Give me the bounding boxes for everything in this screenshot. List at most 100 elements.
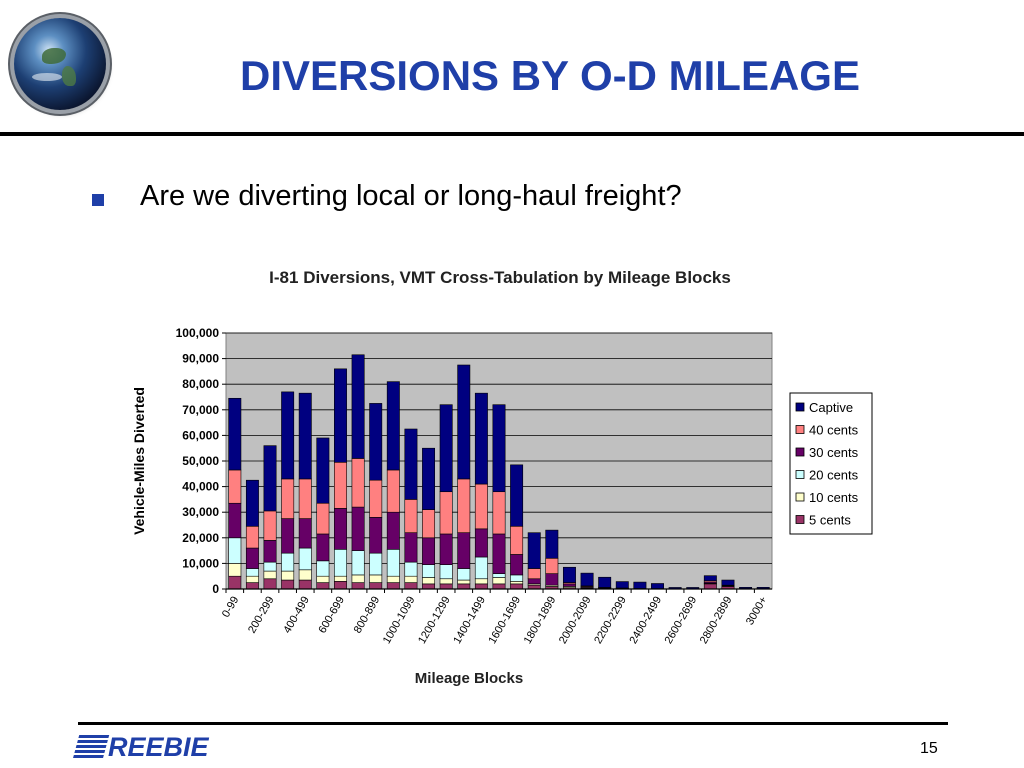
bar-segment [316, 437, 330, 504]
bar-segment [562, 566, 576, 583]
bar-segment [422, 447, 436, 510]
y-tick-label: 10,000 [182, 556, 219, 570]
bar-segment [457, 478, 471, 533]
bar-segment [316, 560, 330, 577]
x-tick-label: 1400-1499 [451, 595, 488, 647]
bar-segment [351, 458, 365, 508]
x-tick-label: 800-899 [352, 595, 383, 636]
bar-segment [439, 564, 453, 580]
bar-segment [439, 404, 453, 493]
x-tick-label: 2400-2499 [627, 595, 664, 647]
bar-segment [334, 461, 347, 509]
bar-segment [228, 397, 242, 471]
legend-swatch [795, 447, 805, 457]
x-tick-label: 1800-1899 [522, 595, 559, 647]
bar-segment [492, 573, 506, 578]
logo-wordmark: REEBIE [108, 731, 209, 762]
bar-segment [369, 574, 383, 583]
bar-segment [228, 575, 242, 590]
legend-swatch [795, 402, 805, 412]
bar-segment [281, 478, 295, 519]
bar-segment [527, 578, 541, 585]
bar-segment [492, 533, 506, 574]
legend-swatch [795, 425, 805, 434]
bar-segment [422, 509, 436, 539]
bar-segment [422, 537, 436, 565]
bar-segment [263, 570, 277, 580]
legend-swatch [795, 515, 805, 524]
bar-segment [615, 581, 629, 589]
bar-segment [351, 574, 365, 583]
bar-segment [245, 568, 259, 577]
bar-segment [404, 499, 418, 533]
page-number: 15 [920, 740, 938, 757]
bar-segment [298, 579, 312, 590]
bar-segment [228, 469, 242, 504]
title-divider [0, 132, 1024, 136]
bar-segment [369, 517, 383, 554]
legend-label: Captive [809, 400, 853, 415]
reebie-logo: REEBIE [72, 731, 209, 762]
y-tick-label: 40,000 [182, 480, 219, 494]
bar-segment [334, 368, 347, 463]
y-tick-label: 20,000 [182, 531, 219, 545]
bar-segment [439, 583, 453, 590]
bar-segment [404, 428, 418, 500]
bar-segment [404, 532, 418, 563]
bar-segment [439, 578, 453, 585]
bar-segment [404, 561, 418, 577]
bar-segment [545, 573, 559, 586]
bar-segment [386, 511, 400, 550]
logo-stripes-icon [72, 735, 110, 759]
bar-segment [703, 575, 717, 582]
x-tick-label: 3000+ [744, 595, 770, 628]
legend-label: 20 cents [809, 468, 859, 483]
bar-segment [263, 510, 277, 541]
bar-segment [703, 583, 717, 590]
x-tick-label: 200-299 [246, 595, 277, 636]
bar-segment [651, 583, 664, 589]
bar-segment [492, 404, 506, 493]
bar-segment [492, 577, 506, 585]
stacked-bar-chart: I-81 Diversions, VMT Cross-Tabulation by… [131, 268, 873, 687]
bar-segment [334, 549, 347, 577]
y-axis-label: Vehicle-Miles Diverted [131, 387, 147, 535]
bar-segment [510, 554, 524, 576]
y-tick-label: 50,000 [182, 454, 219, 468]
bar-segment [228, 502, 242, 539]
legend-swatch [795, 492, 805, 502]
legend-box [789, 392, 873, 535]
bar-segment [457, 532, 471, 569]
x-axis-label: Mileage Blocks [415, 670, 523, 687]
bar-segment [633, 581, 647, 589]
bar-segment [474, 483, 488, 530]
y-tick-label: 0 [212, 582, 219, 596]
x-tick-label: 600-699 [317, 595, 348, 636]
bar-segment [298, 518, 312, 549]
x-tick-label: 2800-2899 [698, 595, 735, 647]
x-tick-label: 2000-2099 [557, 595, 594, 647]
bar-segment [334, 508, 347, 550]
bar-segment [334, 575, 347, 582]
bar-segment [422, 564, 436, 578]
bar-segment [298, 392, 312, 480]
bar-segment [422, 583, 436, 590]
x-tick-label: 1000-1099 [381, 595, 418, 647]
legend-swatch [795, 470, 805, 479]
bar-segment [598, 576, 612, 588]
bar-segment [386, 575, 400, 583]
bar-segment [474, 392, 488, 485]
bar-segment [721, 579, 735, 586]
bar-segment [386, 549, 400, 577]
bar-segment [334, 581, 347, 590]
bar-segment [281, 552, 295, 572]
slide-title: DIVERSIONS BY O-D MILEAGE [240, 52, 860, 99]
y-tick-label: 30,000 [182, 505, 219, 519]
bar-segment [510, 574, 524, 582]
bar-segment [386, 469, 400, 513]
bar-segment [510, 525, 524, 555]
bar-segment [510, 583, 524, 590]
bar-segment [369, 582, 383, 590]
x-tick-label: 2600-2699 [663, 595, 700, 647]
bar-segment [492, 583, 506, 590]
